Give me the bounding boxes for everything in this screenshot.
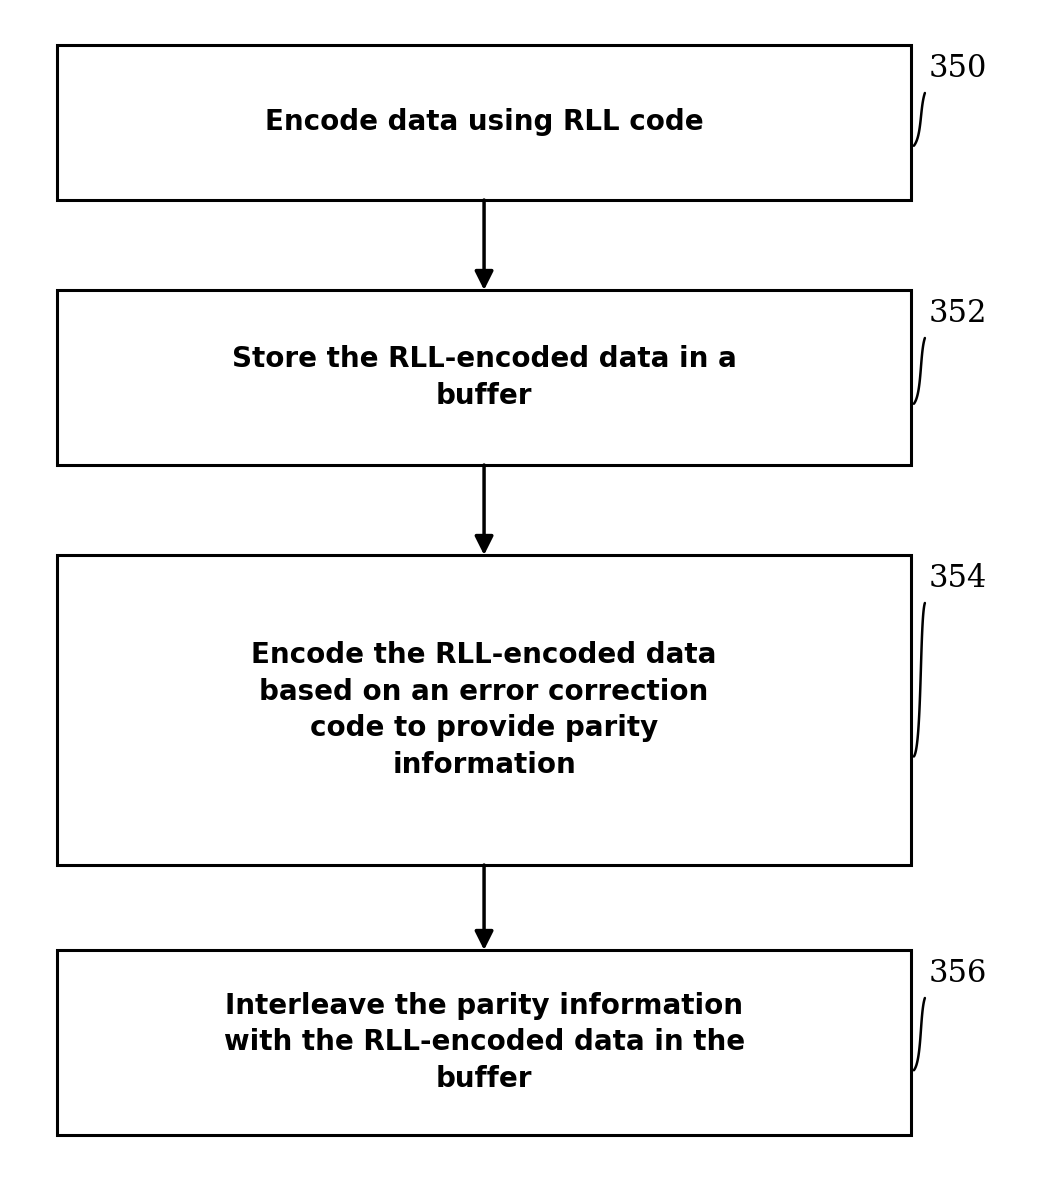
Text: Encode the RLL-encoded data
based on an error correction
code to provide parity
: Encode the RLL-encoded data based on an … (251, 640, 717, 779)
Text: 352: 352 (929, 298, 987, 330)
Text: 350: 350 (929, 53, 987, 84)
Bar (57, 290, 911, 465)
Bar (57, 950, 911, 1135)
Text: Interleave the parity information
with the RLL-encoded data in the
buffer: Interleave the parity information with t… (224, 992, 744, 1093)
Text: Encode data using RLL code: Encode data using RLL code (264, 108, 704, 137)
Text: Store the RLL-encoded data in a
buffer: Store the RLL-encoded data in a buffer (232, 345, 736, 410)
Text: 356: 356 (929, 958, 987, 989)
Bar (57, 45, 911, 200)
Text: 354: 354 (929, 563, 987, 594)
Bar (57, 556, 911, 865)
